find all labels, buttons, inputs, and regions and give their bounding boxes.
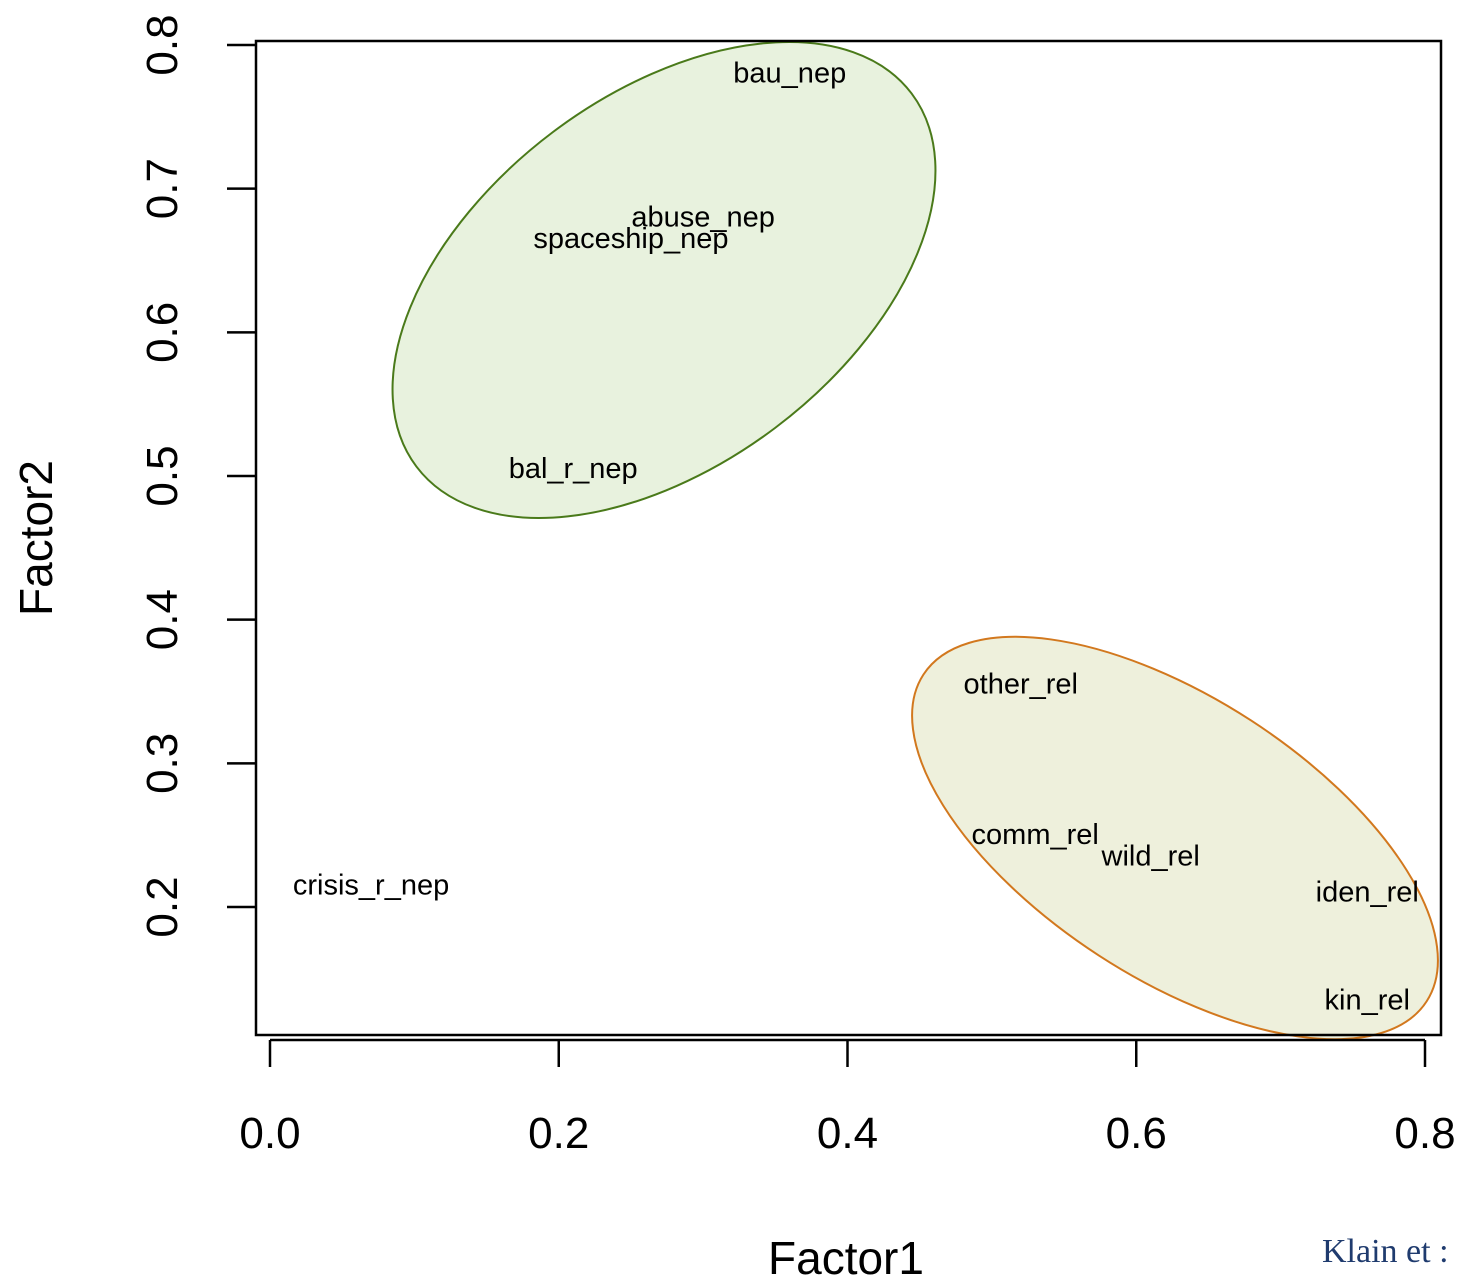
point-label-kin-rel: kin_rel <box>1325 984 1410 1016</box>
y-tick-label: 0.3 <box>138 733 187 794</box>
cluster-ellipse-rel <box>911 635 1439 1041</box>
y-tick-label: 0.6 <box>138 302 187 363</box>
y-tick-label: 0.7 <box>138 158 187 219</box>
y-tick-label: 0.5 <box>138 445 187 506</box>
x-tick-label: 0.2 <box>528 1109 589 1158</box>
y-axis-title: Factor2 <box>10 460 62 616</box>
cluster-ellipses <box>391 41 1439 1041</box>
cluster-ellipse-nep <box>391 41 937 519</box>
point-label-other-rel: other_rel <box>964 668 1078 700</box>
point-label-abuse-nep: abuse_nep <box>631 201 775 233</box>
x-tick-label: 0.8 <box>1394 1109 1455 1158</box>
point-label-bau-nep: bau_nep <box>733 58 846 90</box>
y-tick-label: 0.8 <box>138 14 187 75</box>
citation-text: Klain et : <box>1322 1233 1449 1270</box>
point-label-spaceship-nep: spaceship_nep <box>533 223 728 255</box>
point-label-bal-r-nep: bal_r_nep <box>509 453 638 485</box>
point-label-comm-rel: comm_rel <box>972 819 1099 851</box>
y-tick-label: 0.4 <box>138 589 187 650</box>
y-tick-label: 0.2 <box>138 876 187 937</box>
x-axis-title: Factor1 <box>768 1232 924 1282</box>
point-label-crisis-r-nep: crisis_r_nep <box>293 869 449 901</box>
plot-frame <box>254 39 1443 1037</box>
point-label-wild-rel: wild_rel <box>1101 841 1200 873</box>
x-tick-label: 0.4 <box>817 1109 878 1158</box>
x-axis: 0.0 0.2 0.4 0.6 0.8 <box>239 1038 1456 1158</box>
point-label-iden-rel: iden_rel <box>1316 877 1419 909</box>
x-tick-label: 0.6 <box>1106 1109 1167 1158</box>
x-tick-label: 0.0 <box>239 1109 300 1158</box>
y-axis: 0.2 0.3 0.4 0.5 0.6 0.7 0.8 <box>138 14 256 938</box>
